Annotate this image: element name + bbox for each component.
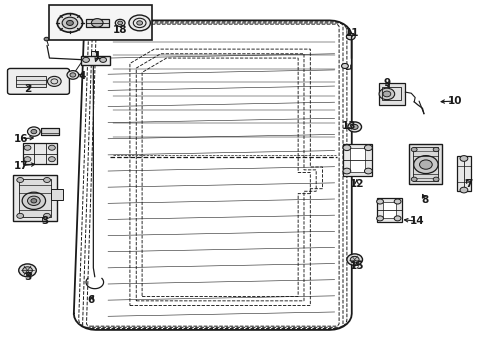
Bar <box>41 128 59 135</box>
Circle shape <box>43 177 50 183</box>
Circle shape <box>347 122 361 132</box>
Text: 17: 17 <box>14 161 28 171</box>
Circle shape <box>57 14 82 32</box>
Bar <box>408 144 442 184</box>
Bar <box>342 144 371 176</box>
Text: 15: 15 <box>349 261 363 271</box>
Circle shape <box>432 147 438 152</box>
Circle shape <box>364 168 371 174</box>
Text: 5: 5 <box>24 272 31 282</box>
Text: 16: 16 <box>14 134 28 144</box>
Circle shape <box>82 57 89 62</box>
Bar <box>85 19 109 27</box>
Circle shape <box>31 199 37 203</box>
Circle shape <box>378 88 394 100</box>
FancyBboxPatch shape <box>7 68 69 94</box>
Bar <box>81 55 110 64</box>
Circle shape <box>350 125 357 130</box>
Circle shape <box>393 199 400 204</box>
Circle shape <box>48 145 55 150</box>
Circle shape <box>376 216 383 221</box>
Text: 7: 7 <box>464 179 471 189</box>
Text: 6: 6 <box>87 295 94 305</box>
Circle shape <box>22 192 45 210</box>
Circle shape <box>349 256 358 263</box>
Circle shape <box>346 33 354 40</box>
Circle shape <box>44 37 49 41</box>
Text: 9: 9 <box>383 78 390 88</box>
Circle shape <box>43 213 50 219</box>
Circle shape <box>70 73 76 77</box>
Text: 18: 18 <box>113 25 127 35</box>
Bar <box>49 5 152 40</box>
Circle shape <box>62 17 78 29</box>
Text: 13: 13 <box>341 121 355 131</box>
Circle shape <box>459 187 467 193</box>
Text: 12: 12 <box>349 179 363 189</box>
Circle shape <box>129 15 150 31</box>
Circle shape <box>376 199 383 204</box>
Circle shape <box>100 57 106 62</box>
Bar <box>381 87 400 100</box>
Circle shape <box>24 145 31 150</box>
Text: 1: 1 <box>93 51 101 61</box>
Circle shape <box>342 168 350 174</box>
Bar <box>13 175 57 221</box>
Circle shape <box>459 156 467 161</box>
Circle shape <box>432 177 438 181</box>
Circle shape <box>341 63 347 68</box>
Circle shape <box>66 21 73 26</box>
Text: 2: 2 <box>24 84 31 94</box>
Circle shape <box>22 267 32 274</box>
Circle shape <box>382 91 390 97</box>
Circle shape <box>31 130 37 134</box>
Circle shape <box>19 264 36 277</box>
Circle shape <box>410 177 416 181</box>
Circle shape <box>27 196 40 206</box>
Circle shape <box>48 157 55 162</box>
Bar <box>378 83 405 105</box>
Text: 3: 3 <box>41 216 48 226</box>
Text: 11: 11 <box>344 28 358 38</box>
Text: 14: 14 <box>409 216 424 226</box>
Circle shape <box>17 213 23 219</box>
Text: 8: 8 <box>421 195 427 205</box>
Circle shape <box>118 21 122 25</box>
Circle shape <box>91 19 103 27</box>
Circle shape <box>17 177 23 183</box>
Circle shape <box>413 156 437 174</box>
Circle shape <box>115 19 125 27</box>
Circle shape <box>27 127 40 136</box>
Bar <box>412 147 437 181</box>
Text: 10: 10 <box>447 96 462 106</box>
Bar <box>22 143 57 164</box>
Circle shape <box>364 145 371 150</box>
Circle shape <box>137 21 142 25</box>
Circle shape <box>346 254 362 265</box>
Circle shape <box>393 216 400 221</box>
Text: 4: 4 <box>79 71 86 81</box>
Bar <box>16 76 45 87</box>
Bar <box>51 189 63 200</box>
Bar <box>382 202 395 219</box>
Bar <box>91 51 96 56</box>
Bar <box>349 148 365 172</box>
Bar <box>376 198 401 222</box>
Circle shape <box>410 147 416 152</box>
Circle shape <box>67 71 79 79</box>
Circle shape <box>342 145 350 150</box>
Bar <box>19 179 51 217</box>
Circle shape <box>419 160 431 169</box>
Circle shape <box>24 157 31 162</box>
Bar <box>456 156 470 192</box>
Circle shape <box>47 76 61 86</box>
